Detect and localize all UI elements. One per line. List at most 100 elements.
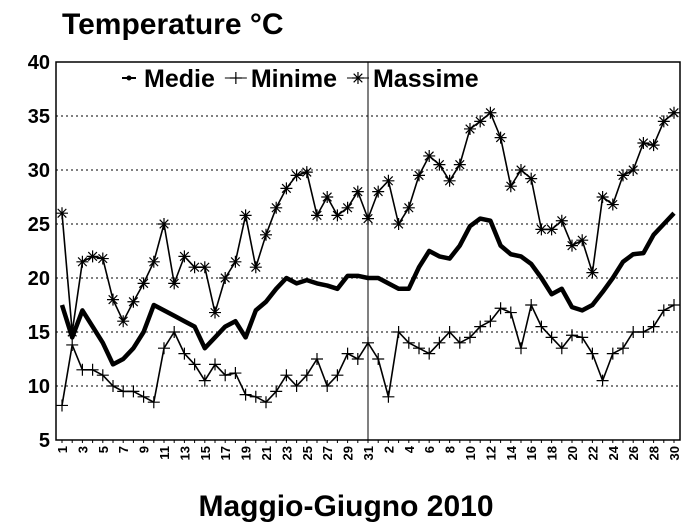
legend-marker [229, 72, 242, 84]
point-marker [178, 250, 191, 263]
marker-shape [198, 261, 211, 274]
marker-shape [107, 293, 119, 306]
point-marker [504, 306, 517, 319]
marker-shape [464, 331, 476, 344]
legend-label: Massime [373, 65, 479, 93]
marker-shape [535, 223, 548, 236]
series-line [59, 211, 676, 367]
point-marker [576, 234, 589, 247]
point-marker [117, 315, 130, 328]
x-tick-label: 30 [667, 446, 682, 460]
point-marker [402, 336, 415, 349]
marker-shape [362, 212, 374, 225]
point-marker [300, 369, 313, 382]
point-marker [158, 342, 170, 355]
x-tick-label: 10 [463, 446, 478, 460]
point-marker [382, 390, 395, 403]
point-marker [117, 385, 130, 398]
x-tick-label: 15 [198, 446, 213, 460]
point-marker [545, 223, 558, 236]
point-marker [515, 164, 527, 176]
point-marker [147, 255, 160, 268]
point-marker [535, 223, 548, 236]
point-marker [137, 390, 150, 403]
x-tick-label: 25 [300, 446, 315, 460]
point-marker [555, 342, 568, 355]
marker-shape [392, 326, 405, 338]
point-marker [86, 363, 99, 376]
point-marker [657, 304, 670, 317]
x-tick-label: 6 [422, 446, 437, 453]
legend-item: Minime [224, 65, 337, 93]
point-marker [443, 174, 456, 187]
point-marker [341, 201, 354, 214]
marker-shape [545, 331, 558, 344]
point-marker [66, 326, 79, 338]
point-marker [413, 169, 425, 182]
marker-shape [331, 209, 344, 222]
point-marker [178, 347, 191, 360]
point-marker [362, 212, 374, 225]
point-marker [504, 180, 517, 193]
point-marker [423, 149, 436, 162]
point-marker [66, 338, 79, 351]
marker-shape [545, 223, 558, 236]
marker-shape [127, 295, 140, 308]
point-marker [474, 320, 487, 333]
x-tick-label: 8 [443, 446, 458, 453]
point-marker [362, 336, 374, 349]
point-marker [494, 131, 507, 144]
point-marker [637, 137, 650, 149]
point-marker [423, 347, 436, 360]
point-marker [311, 209, 323, 222]
marker-shape [147, 255, 160, 268]
point-marker [219, 369, 232, 382]
point-marker [229, 255, 242, 268]
marker-shape [56, 207, 68, 220]
point-marker [280, 182, 293, 195]
x-tick-label: 1 [55, 446, 70, 453]
x-axis-label: Maggio-Giugno 2010 [198, 490, 493, 523]
point-marker [392, 326, 405, 338]
marker-shape [596, 191, 609, 203]
x-tick-label: 23 [279, 446, 294, 460]
point-marker [535, 320, 548, 333]
point-marker [147, 396, 160, 409]
point-marker [637, 326, 650, 338]
x-tick-label: 26 [626, 446, 641, 460]
point-marker [617, 342, 629, 355]
marker-shape [515, 342, 527, 355]
point-marker [647, 139, 660, 152]
point-marker [321, 191, 334, 203]
marker-shape [362, 336, 374, 349]
point-marker [657, 115, 670, 128]
x-tick-label: 18 [545, 446, 560, 460]
marker-shape [168, 277, 181, 290]
point-marker [586, 266, 599, 279]
point-marker [494, 302, 507, 315]
marker-shape [525, 299, 538, 311]
marker-shape [627, 164, 640, 176]
x-tick-label: 13 [177, 446, 192, 460]
point-marker [249, 390, 262, 403]
marker-shape [86, 363, 99, 376]
marker-shape [443, 326, 456, 338]
marker-shape [382, 390, 395, 403]
marker-shape [657, 115, 670, 128]
marker-shape [617, 342, 629, 355]
marker-shape [637, 137, 650, 149]
point-marker [402, 201, 415, 214]
point-marker [474, 115, 487, 128]
point-marker [617, 169, 629, 182]
point-marker [566, 329, 578, 342]
x-tick-label: 14 [504, 445, 519, 460]
marker-shape [627, 326, 640, 338]
marker-shape [168, 326, 181, 338]
marker-shape [576, 234, 589, 247]
marker-shape [137, 390, 150, 403]
marker-shape [209, 306, 221, 319]
marker-shape [576, 331, 589, 344]
legend-marker [126, 75, 132, 81]
marker-shape [300, 166, 313, 179]
